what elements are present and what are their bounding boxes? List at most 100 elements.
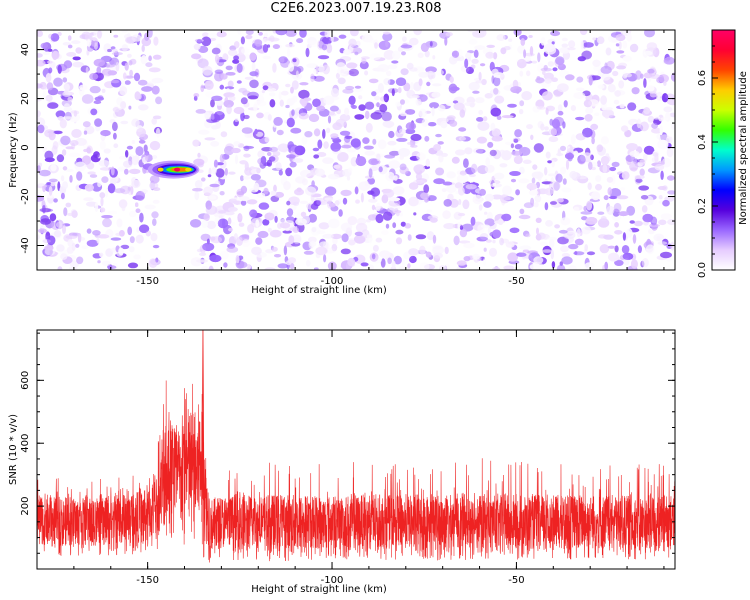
heatmap-cell xyxy=(358,181,371,191)
heatmap-cell xyxy=(204,137,216,141)
heatmap-cell xyxy=(435,133,442,138)
heatmap-cell xyxy=(102,218,112,228)
heatmap-cell xyxy=(662,199,670,207)
heatmap-cell xyxy=(576,87,585,92)
heatmap-cell xyxy=(399,163,407,171)
heatmap-cell xyxy=(223,100,234,108)
heatmap-cell xyxy=(277,143,290,153)
heatmap-cell xyxy=(451,50,460,58)
heatmap-cell xyxy=(236,80,242,84)
heatmap-cell xyxy=(76,171,83,181)
heatmap-cell xyxy=(227,80,234,88)
heatmap-cell xyxy=(347,167,353,173)
heatmap-cell xyxy=(86,228,92,234)
top-y-tick-label: 0 xyxy=(20,144,31,150)
heatmap-cell xyxy=(634,174,645,180)
heatmap-cell xyxy=(211,95,223,102)
heatmap-cell xyxy=(342,197,348,205)
heatmap-cell xyxy=(328,202,336,208)
heatmap-cell xyxy=(316,200,322,205)
heatmap-cell xyxy=(60,253,68,260)
heatmap-cell xyxy=(47,235,56,246)
heatmap-cell xyxy=(423,184,430,194)
heatmap-cell xyxy=(294,188,304,196)
heatmap-cell xyxy=(119,86,128,96)
heatmap-cell xyxy=(398,128,406,134)
heatmap-cell xyxy=(79,84,88,91)
heatmap-cell xyxy=(511,178,516,183)
heatmap-cell xyxy=(517,58,527,69)
heatmap-cell xyxy=(519,245,532,250)
heatmap-cell xyxy=(89,73,99,80)
heatmap-cell xyxy=(417,52,424,59)
heatmap-cell xyxy=(205,91,215,98)
heatmap-cell xyxy=(663,106,673,113)
heatmap-cell xyxy=(385,40,389,48)
heatmap-cell xyxy=(152,199,160,204)
heatmap-cell xyxy=(255,237,263,245)
heatmap-cell xyxy=(341,233,349,243)
heatmap-cell xyxy=(112,107,120,113)
heatmap-cell xyxy=(496,115,502,121)
heatmap-cell xyxy=(86,147,91,154)
heatmap-cell xyxy=(312,147,320,152)
heatmap-cell xyxy=(199,252,207,256)
heatmap-cell xyxy=(544,78,552,84)
heatmap-cell xyxy=(301,136,308,145)
heatmap-cell xyxy=(561,256,573,265)
heatmap-cell xyxy=(57,266,63,270)
heatmap-cell xyxy=(295,176,306,184)
heatmap-cell xyxy=(73,110,78,117)
heatmap-cell xyxy=(303,97,312,102)
heatmap-cell xyxy=(51,145,58,155)
heatmap-cell xyxy=(382,31,391,35)
heatmap-cell xyxy=(265,249,274,254)
heatmap-cell xyxy=(363,145,374,150)
heatmap-cell xyxy=(286,208,294,217)
heatmap-cell xyxy=(432,245,444,255)
heatmap-cell xyxy=(129,236,135,244)
heatmap-cell xyxy=(588,161,593,170)
heatmap-cell xyxy=(464,58,469,69)
heatmap-cell xyxy=(482,116,488,122)
heatmap-cell xyxy=(621,171,630,180)
heatmap-cell xyxy=(264,212,275,221)
heatmap-cell xyxy=(513,30,522,36)
heatmap-cell xyxy=(37,165,41,172)
heatmap-cell xyxy=(67,44,73,49)
heatmap-cell xyxy=(545,220,553,227)
heatmap-cell xyxy=(60,192,65,200)
heatmap-cell xyxy=(60,175,65,182)
heatmap-cell xyxy=(478,109,484,115)
heatmap-cell xyxy=(323,254,327,263)
heatmap-cell xyxy=(133,72,141,82)
heatmap-cell xyxy=(228,49,238,56)
heatmap-cell xyxy=(267,152,272,156)
heatmap-cell xyxy=(323,141,329,149)
heatmap-cell xyxy=(112,48,118,54)
heatmap-cell xyxy=(560,166,567,175)
heatmap-cell xyxy=(69,175,73,183)
heatmap-cell xyxy=(148,67,161,73)
heatmap-cell xyxy=(292,226,299,234)
heatmap-cell xyxy=(420,42,429,53)
heatmap-cell xyxy=(519,208,525,215)
heatmap-cell xyxy=(57,116,64,121)
heatmap-cell xyxy=(141,44,145,53)
source-peak xyxy=(174,167,181,172)
heatmap-cell xyxy=(144,32,150,41)
heatmap-cell xyxy=(151,211,159,219)
heatmap-cell xyxy=(415,173,423,181)
heatmap-cell xyxy=(262,55,271,60)
heatmap-cell xyxy=(285,167,293,177)
heatmap-cell xyxy=(467,57,472,62)
heatmap-cell xyxy=(267,227,272,233)
heatmap-cell xyxy=(486,44,496,49)
heatmap-cell xyxy=(381,230,389,236)
heatmap-cell xyxy=(151,85,160,95)
heatmap-cell xyxy=(382,120,395,128)
heatmap-cell xyxy=(340,248,351,255)
heatmap-cell xyxy=(66,52,77,57)
heatmap-cell xyxy=(66,246,74,254)
heatmap-cell xyxy=(120,244,130,250)
